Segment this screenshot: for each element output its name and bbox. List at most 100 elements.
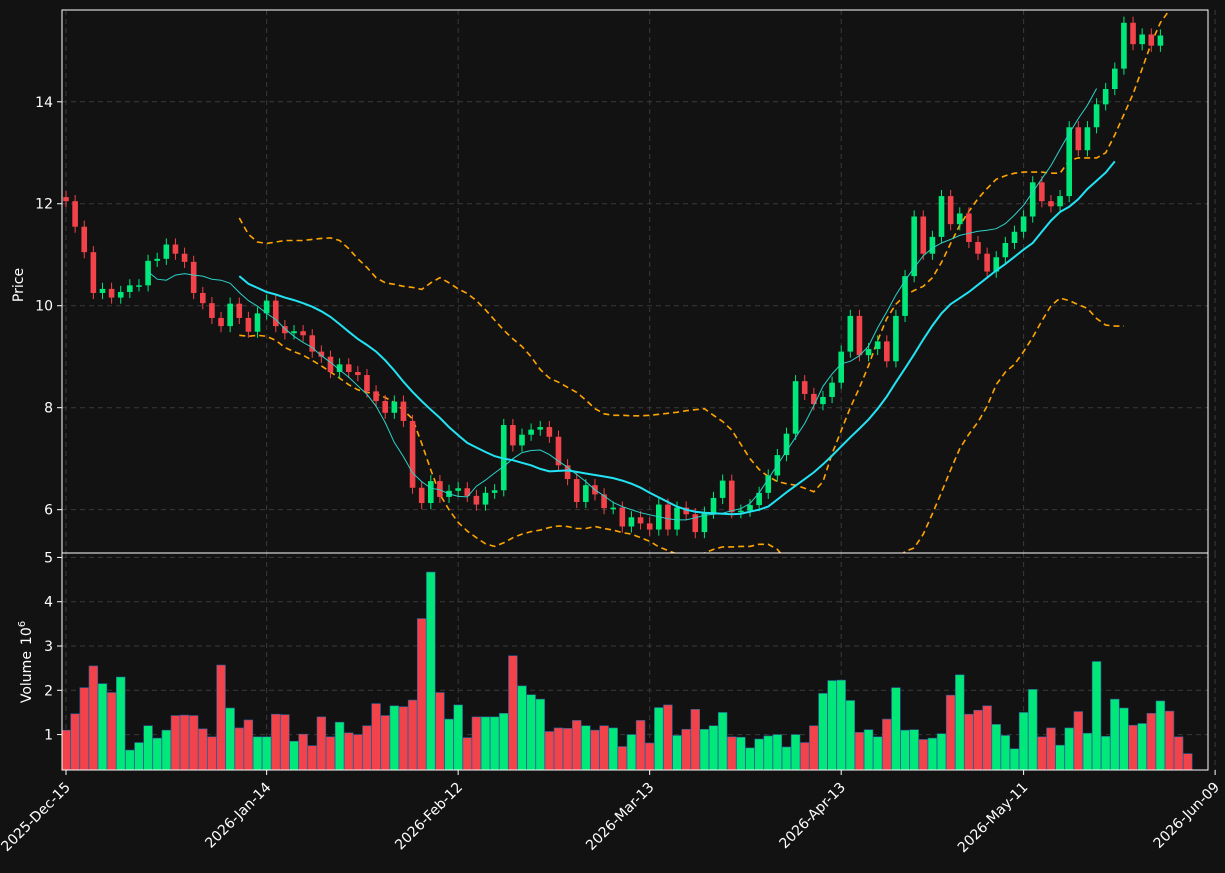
candle-body: [391, 401, 398, 413]
volume-bar: [909, 729, 919, 770]
volume-bar: [1137, 723, 1147, 770]
volume-bar: [161, 729, 172, 770]
volume-bar: [1119, 707, 1129, 770]
volume-bar: [626, 734, 637, 770]
volume-bar: [763, 735, 773, 770]
volume-bar: [1128, 724, 1138, 770]
candle-body: [364, 375, 370, 392]
candle-body: [1093, 104, 1100, 128]
volume-bar: [325, 736, 336, 770]
volume-bar: [736, 736, 746, 770]
volume-axis-label-gap: 10: [19, 627, 35, 645]
volume-bar: [800, 742, 810, 770]
volume-bar: [152, 737, 162, 770]
volume-bar: [271, 713, 281, 770]
volume-bar: [1082, 732, 1093, 770]
volume-bar: [562, 728, 573, 770]
candle-body: [792, 381, 799, 434]
volume-bar: [526, 694, 536, 770]
volume-bar: [444, 718, 454, 770]
candle-body: [236, 303, 243, 318]
volume-bar: [453, 704, 463, 770]
candle-body: [154, 258, 160, 261]
volume-bar: [344, 732, 354, 770]
volume-bar: [1064, 727, 1074, 770]
volume-bar: [955, 674, 965, 770]
candle-body: [127, 285, 133, 292]
volume-bar: [1046, 727, 1056, 770]
candle-body: [728, 480, 735, 513]
candle-body: [72, 201, 78, 227]
volume-bar: [280, 714, 290, 770]
candle-body: [464, 488, 471, 496]
volume-tick-label: 1: [44, 728, 53, 744]
candle-body: [893, 315, 899, 362]
volume-bar: [699, 728, 710, 770]
candle-body: [601, 494, 607, 509]
candle-body: [491, 490, 498, 493]
volume-bar: [644, 742, 655, 770]
volume-bar: [809, 725, 819, 770]
candle-body: [510, 425, 516, 446]
candle-body: [610, 507, 616, 510]
candle-body: [938, 196, 945, 237]
candle-body: [90, 252, 97, 293]
volume-bar: [207, 736, 217, 770]
volume-bar: [1009, 748, 1020, 770]
volume-bar: [617, 746, 628, 770]
volume-bar: [362, 725, 372, 770]
volume-bar: [307, 745, 317, 770]
candle-body: [692, 514, 699, 533]
volume-bar: [353, 734, 363, 770]
volume-bar: [116, 676, 126, 770]
volume-bar: [471, 716, 482, 770]
volume-bar: [745, 747, 755, 770]
candle-body: [145, 260, 151, 286]
volume-bar: [243, 719, 254, 770]
candle-body: [829, 382, 835, 397]
volume-tick-label: 2: [44, 683, 53, 699]
volume-bar: [572, 720, 582, 770]
candle-body: [847, 315, 854, 352]
candle-body: [437, 481, 443, 497]
volume-bar: [635, 720, 646, 770]
volume-bar: [599, 725, 609, 770]
volume-bar: [772, 734, 783, 770]
candle-body: [181, 253, 188, 262]
volume-bar: [1110, 698, 1120, 770]
volume-bar: [125, 749, 135, 770]
candle-body: [710, 497, 717, 513]
candle-body: [537, 427, 544, 430]
candle-body: [1130, 22, 1136, 45]
volume-bar: [480, 716, 491, 770]
candle-body: [1002, 243, 1009, 258]
candle-body: [382, 401, 388, 413]
candle-body: [409, 420, 416, 488]
candle-body: [245, 317, 252, 332]
candle-body: [455, 488, 461, 491]
volume-bar: [535, 698, 545, 770]
candle-body: [929, 236, 936, 254]
volume-bar: [708, 725, 719, 770]
candle-body: [628, 517, 635, 527]
price-y-ticks: 6 8 10 12 14: [35, 95, 62, 519]
volume-bar: [188, 715, 199, 770]
candle-body: [473, 495, 480, 505]
candle-body: [418, 487, 425, 504]
volume-bar: [672, 735, 682, 770]
candle-body: [254, 313, 261, 332]
volume-bar: [517, 685, 527, 770]
volume-bar: [945, 694, 956, 770]
candle-body: [1112, 68, 1118, 90]
long-moving-average-line: [238, 160, 1116, 516]
candle-body: [646, 523, 653, 530]
volume-tick-label: 3: [44, 639, 53, 655]
volume-bar: [1155, 700, 1166, 770]
volume-bar: [261, 736, 272, 770]
volume-bar: [62, 729, 71, 770]
volume-bar: [70, 713, 80, 770]
candle-body: [1057, 196, 1063, 207]
volume-bar: [863, 729, 874, 770]
volume-bar: [1173, 736, 1184, 770]
